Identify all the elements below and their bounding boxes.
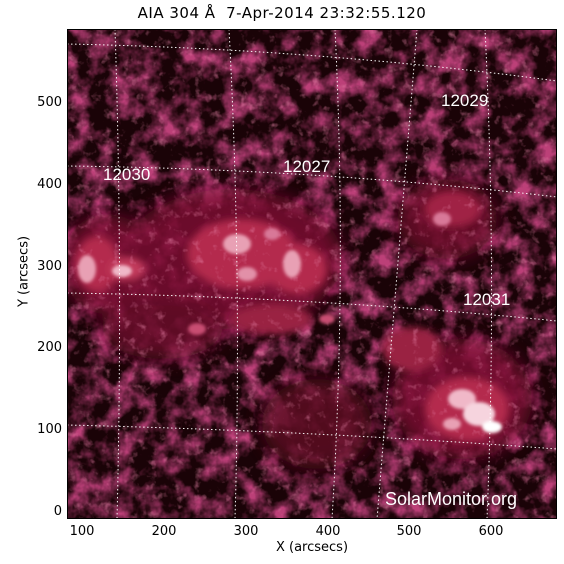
y-tick-label: 0 xyxy=(53,504,62,519)
x-axis-label: X (arcsecs) xyxy=(275,540,349,555)
region-label: 12029 xyxy=(441,91,488,110)
solar-image: 12029 12030 12027 12031 SolarMonitor.org xyxy=(67,29,557,519)
watermark: SolarMonitor.org xyxy=(385,489,517,509)
y-tick-label: 200 xyxy=(37,340,62,355)
region-label: 12030 xyxy=(103,165,150,184)
y-tick-label: 100 xyxy=(37,422,62,437)
y-tick-label: 400 xyxy=(37,177,62,192)
x-tick-label: 300 xyxy=(233,524,259,539)
solar-emission-map: 12029 12030 12027 12031 SolarMonitor.org xyxy=(67,29,557,519)
x-tick-label: 600 xyxy=(478,524,504,539)
region-label: 12031 xyxy=(463,290,510,309)
y-axis-label: Y (arcsecs) xyxy=(16,235,32,308)
x-tick-label: 100 xyxy=(69,524,95,539)
x-tick-label: 500 xyxy=(396,524,422,539)
x-tick-label: 200 xyxy=(151,524,177,539)
y-tick-label: 300 xyxy=(37,259,62,274)
region-label: 12027 xyxy=(283,157,330,176)
plot-title: AIA 304 Å 7-Apr-2014 23:32:55.120 xyxy=(137,4,427,22)
y-tick-label: 500 xyxy=(37,95,62,110)
x-tick-label: 400 xyxy=(315,524,341,539)
